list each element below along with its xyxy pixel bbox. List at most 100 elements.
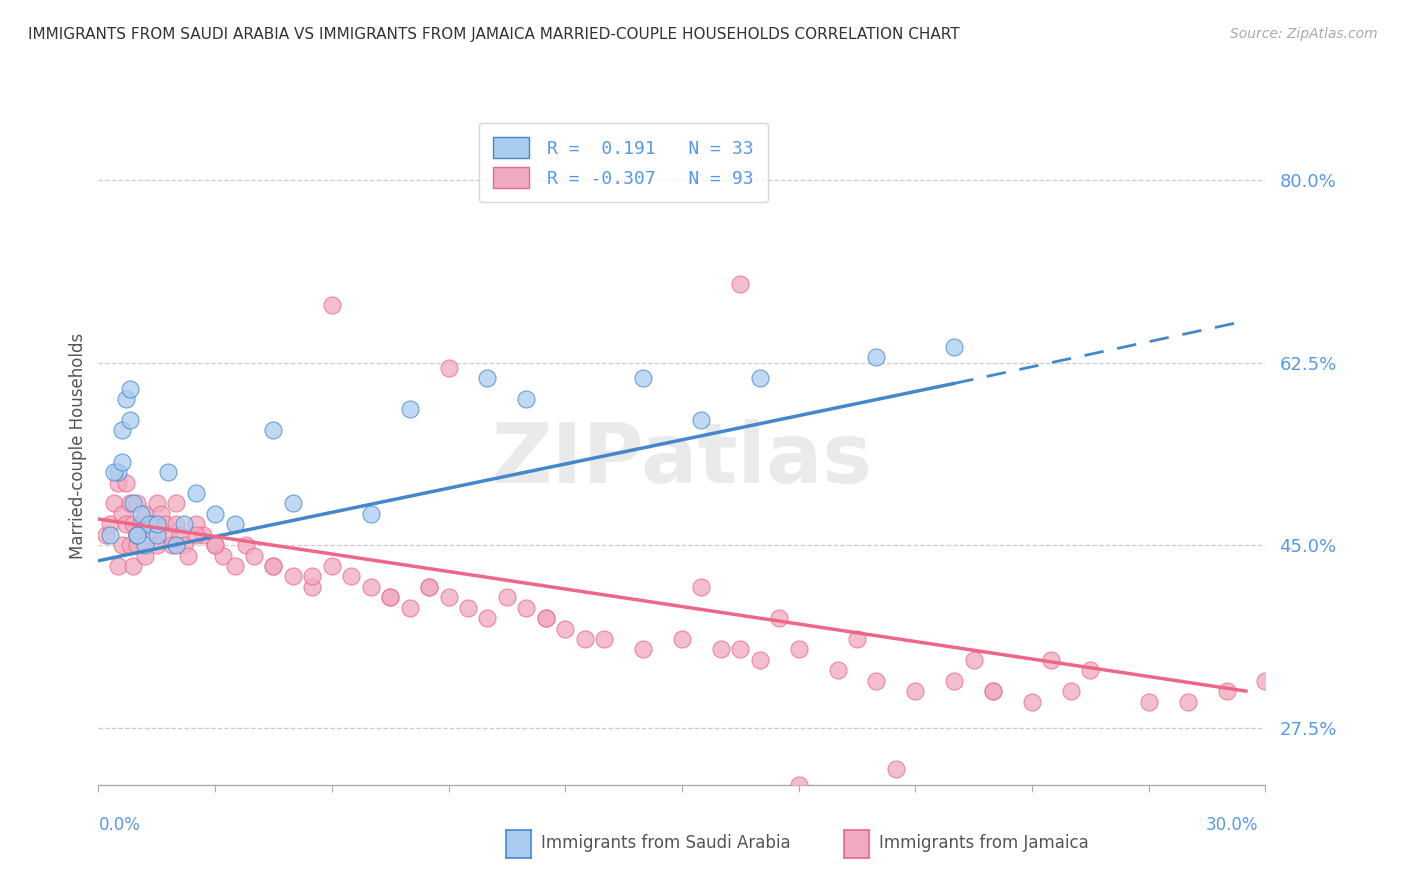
Point <box>398 402 420 417</box>
Point <box>631 371 654 385</box>
Point <box>827 663 849 677</box>
Point <box>111 423 134 437</box>
Point <box>690 413 713 427</box>
Point <box>748 653 770 667</box>
Point <box>146 527 169 541</box>
Point <box>138 517 160 532</box>
Point <box>212 549 235 563</box>
Point <box>111 507 134 521</box>
Point <box>157 527 180 541</box>
Point <box>437 591 460 605</box>
Point <box>107 558 129 573</box>
Point <box>281 496 304 510</box>
Point <box>204 507 226 521</box>
Point <box>574 632 596 646</box>
Y-axis label: Married-couple Households: Married-couple Households <box>69 333 87 559</box>
Point <box>418 580 440 594</box>
Text: Immigrants from Saudi Arabia: Immigrants from Saudi Arabia <box>541 834 792 852</box>
Point <box>129 507 152 521</box>
Point <box>1040 653 1063 667</box>
Point <box>865 673 887 688</box>
Point <box>118 538 141 552</box>
Point <box>134 549 156 563</box>
Point <box>262 558 284 573</box>
Point <box>129 517 152 532</box>
Point <box>114 475 136 490</box>
Point <box>943 340 966 354</box>
Point <box>515 600 537 615</box>
Point <box>127 527 149 541</box>
Point <box>184 486 207 500</box>
Point <box>118 413 141 427</box>
Point <box>157 465 180 479</box>
Point <box>122 558 145 573</box>
Point <box>1254 673 1277 688</box>
Point <box>184 517 207 532</box>
Point <box>631 642 654 657</box>
Point <box>730 277 752 292</box>
Point <box>1080 663 1102 677</box>
Point <box>114 517 136 532</box>
Point <box>146 496 169 510</box>
Point <box>904 684 927 698</box>
Point <box>134 538 156 552</box>
Point <box>534 611 557 625</box>
Point <box>321 558 343 573</box>
Point <box>165 538 187 552</box>
Point <box>962 653 984 667</box>
Point <box>730 642 752 657</box>
Point <box>768 611 790 625</box>
Point <box>193 527 215 541</box>
Point <box>103 465 125 479</box>
Point <box>127 527 149 541</box>
Point <box>418 580 440 594</box>
Point <box>111 538 134 552</box>
Point <box>845 632 868 646</box>
Point <box>107 465 129 479</box>
Point <box>114 392 136 406</box>
Point <box>111 455 134 469</box>
Point <box>262 558 284 573</box>
Point <box>122 517 145 532</box>
Point <box>98 517 121 532</box>
Point <box>981 684 1004 698</box>
Point <box>153 517 176 532</box>
Point <box>177 549 200 563</box>
Point <box>554 622 576 636</box>
Point <box>107 475 129 490</box>
Point <box>127 538 149 552</box>
Point <box>149 507 172 521</box>
Point <box>204 538 226 552</box>
Point <box>96 527 118 541</box>
Point <box>146 538 169 552</box>
Point <box>943 673 966 688</box>
Point <box>884 762 907 776</box>
Point <box>496 591 519 605</box>
Point <box>127 496 149 510</box>
Point <box>787 642 810 657</box>
Point <box>243 549 266 563</box>
Point <box>165 517 187 532</box>
Point <box>204 538 226 552</box>
Point <box>710 642 733 657</box>
Text: ZIPatlas: ZIPatlas <box>492 419 872 500</box>
Point <box>671 632 693 646</box>
Point <box>224 558 246 573</box>
Text: IMMIGRANTS FROM SAUDI ARABIA VS IMMIGRANTS FROM JAMAICA MARRIED-COUPLE HOUSEHOLD: IMMIGRANTS FROM SAUDI ARABIA VS IMMIGRAN… <box>28 27 960 42</box>
Point <box>457 600 479 615</box>
Point <box>690 580 713 594</box>
Point <box>1060 684 1083 698</box>
Point <box>593 632 616 646</box>
Point <box>1177 694 1199 708</box>
Point <box>360 507 382 521</box>
Point <box>301 569 323 583</box>
Legend: R =  0.191   N = 33, R = -0.307   N = 93: R = 0.191 N = 33, R = -0.307 N = 93 <box>478 123 769 202</box>
Point <box>1021 694 1043 708</box>
Point <box>142 517 165 532</box>
Point <box>122 496 145 510</box>
Point <box>184 527 207 541</box>
Point <box>224 517 246 532</box>
Point <box>865 351 887 365</box>
Point <box>118 496 141 510</box>
Text: Source: ZipAtlas.com: Source: ZipAtlas.com <box>1230 27 1378 41</box>
